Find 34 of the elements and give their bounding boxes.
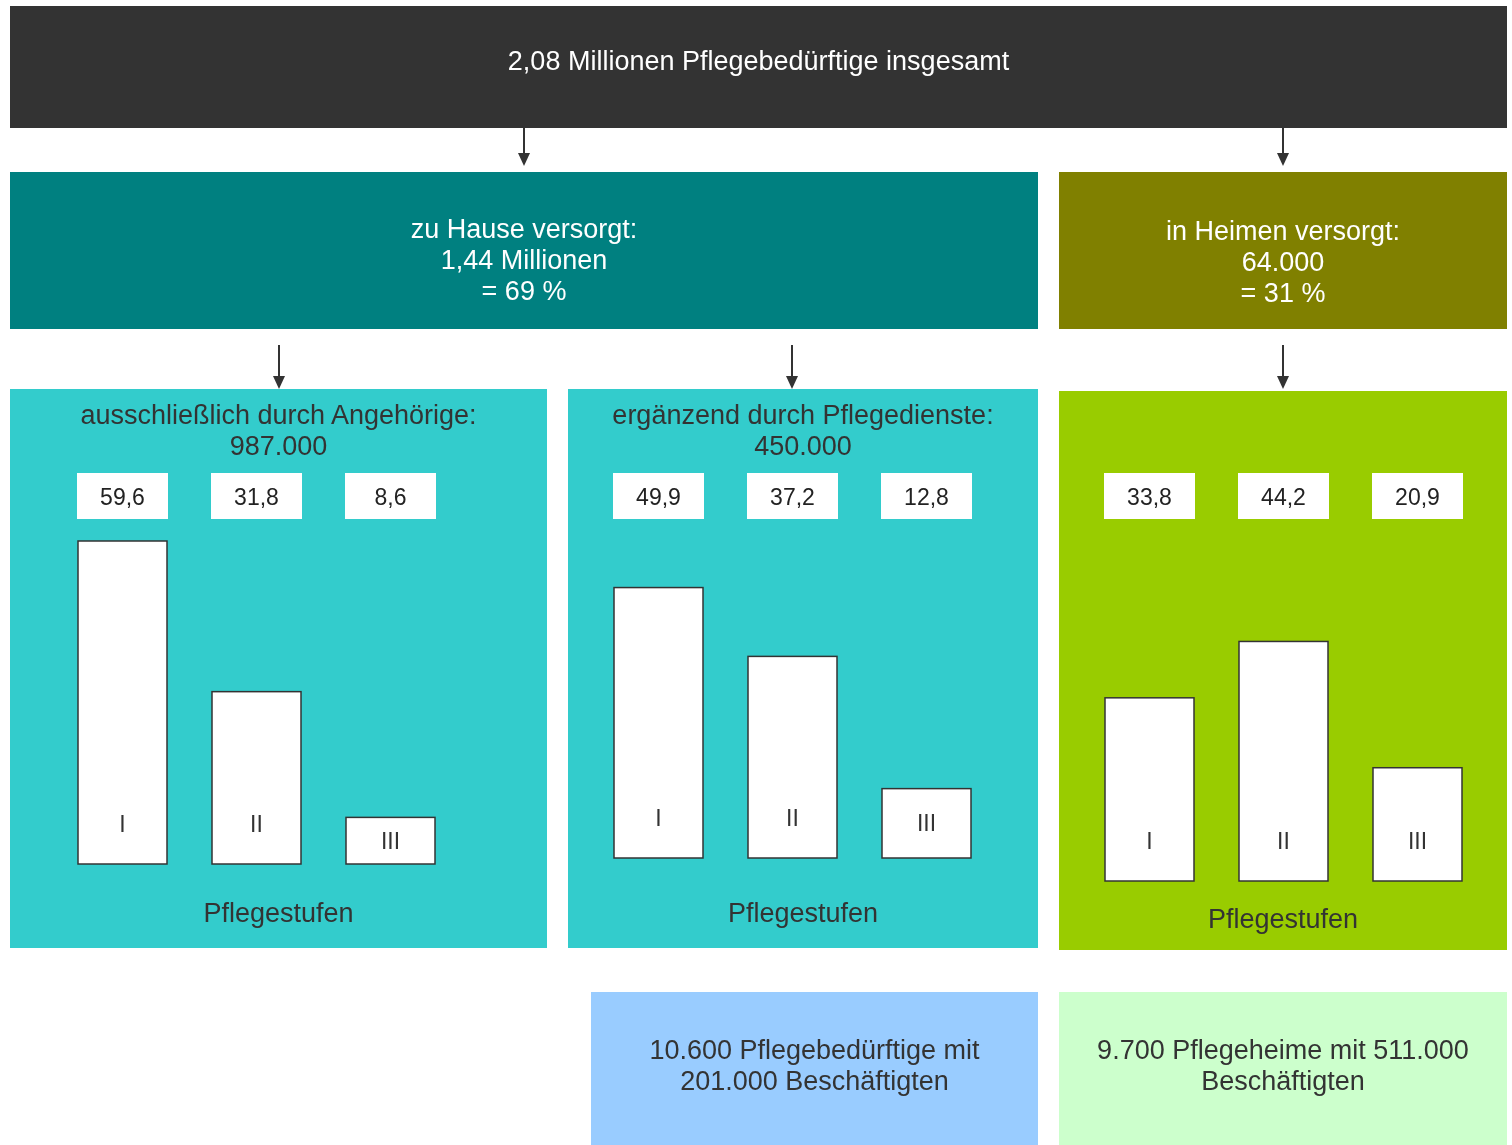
x-axis-title: Pflegestufen bbox=[203, 898, 354, 928]
text: 9.700 Pflegeheime mit 511.000 Beschäftigten bbox=[1097, 1034, 1469, 1096]
x-tick-label: I bbox=[119, 811, 126, 837]
text: = 69 % bbox=[481, 276, 567, 306]
x-tick-label: III bbox=[1407, 828, 1428, 854]
data-label: 33,8 bbox=[1127, 484, 1172, 510]
text: 64.000 bbox=[1241, 247, 1325, 277]
data-label: 20,9 bbox=[1395, 484, 1440, 510]
x-tick-label: II bbox=[786, 805, 799, 831]
data-label: 49,9 bbox=[636, 484, 681, 510]
x-tick-label: II bbox=[250, 811, 263, 837]
text: 10.600 Pflegebedürftige mit 201.000 Beschäftigten bbox=[649, 1034, 981, 1096]
x-tick-label: I bbox=[1146, 828, 1153, 854]
text: 2,08 Millionen Pflegebedürftige insgesamt bbox=[507, 46, 1010, 76]
chart-subtitle: 987.000 bbox=[229, 431, 328, 461]
data-label: 59,6 bbox=[100, 484, 145, 510]
x-tick-label: I bbox=[655, 805, 662, 831]
chart-title: ausschließlich durch Angehörige: bbox=[80, 400, 477, 430]
text: = 31 % bbox=[1240, 278, 1326, 308]
x-axis-title: Pflegestufen bbox=[727, 898, 879, 928]
data-label: 37,2 bbox=[770, 484, 815, 510]
x-tick-label: II bbox=[1277, 828, 1290, 854]
data-label: 44,2 bbox=[1261, 484, 1306, 510]
data-label: 8,6 bbox=[374, 484, 407, 510]
x-tick-label: III bbox=[380, 827, 401, 854]
x-axis-title: Pflegestufen bbox=[1207, 904, 1359, 934]
x-tick-label: III bbox=[916, 810, 937, 837]
chart-subtitle: 450.000 bbox=[754, 431, 852, 461]
data-label: 12,8 bbox=[904, 484, 949, 510]
text: 1,44 Millionen bbox=[440, 245, 608, 275]
data-label: 31,8 bbox=[234, 484, 279, 510]
text: in Heimen versorgt: bbox=[1165, 216, 1401, 246]
text: zu Hause versorgt: bbox=[410, 214, 638, 244]
chart-title: ergänzend durch Pflegedienste: bbox=[612, 400, 994, 430]
